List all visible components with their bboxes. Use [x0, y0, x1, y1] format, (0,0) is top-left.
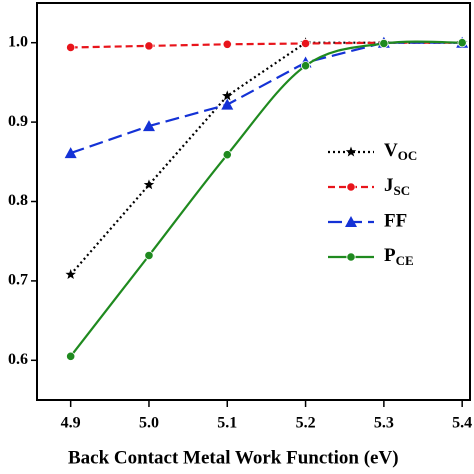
- y-tick-label: 0.8: [8, 192, 28, 209]
- plot-frame: [36, 2, 471, 401]
- series-line: [69, 40, 463, 358]
- marker: [457, 38, 467, 48]
- marker: [222, 150, 232, 160]
- y-tick-label: 1.0: [8, 33, 28, 50]
- x-tick-label: 5.1: [217, 415, 237, 432]
- marker: [221, 98, 234, 110]
- y-tick-label: 0.6: [8, 351, 28, 368]
- marker: [222, 39, 232, 49]
- marker: [143, 179, 155, 190]
- marker: [144, 250, 154, 261]
- legend-label: JSC: [384, 175, 410, 198]
- legend-marker: [345, 216, 357, 227]
- marker: [66, 42, 76, 53]
- marker: [300, 38, 311, 49]
- y-tick-label: 0.9: [8, 113, 28, 130]
- legend-label: VOC: [384, 140, 417, 163]
- legend-label: FF: [384, 210, 407, 231]
- marker: [144, 41, 154, 51]
- x-tick-label: 5.0: [139, 415, 159, 432]
- series-line: [70, 41, 463, 155]
- marker: [65, 269, 76, 279]
- x-tick-label: 4.9: [61, 415, 81, 432]
- legend-marker: [346, 182, 356, 192]
- legend-label: PCE: [384, 245, 414, 268]
- marker: [64, 147, 77, 159]
- x-axis-label: Back Contact Metal Work Function (eV): [68, 447, 399, 468]
- marker: [379, 38, 389, 49]
- marker: [222, 90, 233, 101]
- y-tick-label: 0.7: [8, 272, 28, 289]
- marker: [142, 120, 155, 132]
- legend-marker: [345, 146, 357, 157]
- legend-marker: [346, 252, 356, 262]
- x-tick-label: 5.2: [296, 415, 316, 432]
- marker: [300, 61, 311, 71]
- x-tick-label: 5.4: [452, 415, 472, 432]
- x-tick-label: 5.3: [374, 415, 394, 432]
- marker: [66, 351, 76, 361]
